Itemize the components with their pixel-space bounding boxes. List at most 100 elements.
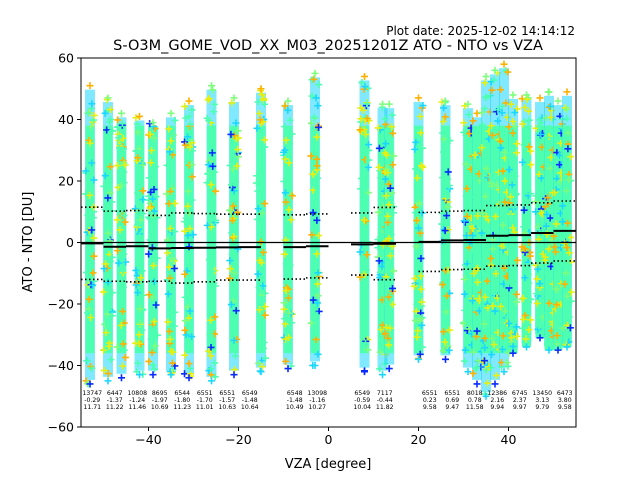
data-point [232, 178, 240, 186]
data-point [511, 122, 519, 130]
data-point [164, 249, 172, 257]
data-point [145, 250, 153, 258]
stat-std: 10.49 [286, 404, 304, 411]
data-point [551, 204, 559, 212]
data-point [487, 173, 495, 181]
stat-mean: -1.48 [242, 397, 258, 404]
data-point [441, 113, 449, 121]
y-tick-label: 0 [66, 235, 74, 250]
data-point [512, 323, 520, 331]
data-point [288, 192, 296, 200]
data-point [149, 361, 157, 369]
data-point [363, 100, 371, 108]
data-point [134, 128, 142, 136]
data-point-min [379, 371, 386, 379]
data-point [470, 348, 478, 356]
data-point-max [86, 82, 94, 90]
data-point [149, 195, 157, 203]
stats-annotations: 13747-0.2911.716447-1.3711.2210808-1.241… [82, 390, 572, 411]
data-point [357, 115, 365, 123]
data-point [185, 243, 193, 251]
data-point [481, 293, 489, 301]
data-point [228, 217, 236, 225]
data-point [285, 206, 293, 214]
data-point-max [500, 60, 508, 68]
y-axis-label: ATO - NTO [DU] [21, 192, 36, 293]
stat-mean: -1.37 [107, 397, 123, 404]
data-point [88, 100, 96, 108]
data-point [282, 357, 290, 365]
data-point [210, 100, 218, 108]
data-point [509, 252, 517, 260]
data-point [139, 161, 147, 169]
data-point [553, 175, 561, 183]
data-point [519, 315, 527, 323]
data-point-max [185, 97, 193, 105]
data-point [525, 279, 533, 287]
data-point [446, 326, 454, 334]
data-point [490, 341, 498, 349]
data-point [258, 209, 266, 217]
data-point [211, 359, 219, 367]
data-point [441, 338, 449, 346]
data-point [135, 176, 143, 184]
data-point [135, 331, 143, 339]
data-point [121, 218, 129, 226]
stat-std: 9.58 [558, 404, 572, 411]
data-point [184, 202, 192, 210]
data-point [469, 117, 477, 125]
stat-count: 12386 [487, 390, 507, 397]
data-point [466, 263, 474, 271]
stat-std: 11.82 [376, 404, 394, 411]
data-point [287, 216, 295, 224]
data-point [184, 170, 192, 178]
data-point [481, 334, 489, 342]
chart-title: S-O3M_GOME_VOD_XX_M03_20251201Z ATO - NT… [113, 38, 543, 54]
data-point [119, 283, 127, 291]
data-point [313, 155, 321, 163]
stat-count: 6551 [444, 390, 460, 397]
data-point [500, 264, 508, 272]
data-point [286, 140, 294, 148]
data-point [385, 180, 393, 188]
stat-std: 11.71 [83, 404, 101, 411]
data-column [100, 94, 116, 385]
data-point [546, 214, 554, 222]
data-point [169, 348, 177, 356]
data-point [108, 289, 116, 297]
stat-mean: -0.44 [377, 397, 393, 404]
data-point [377, 332, 385, 340]
data-point [106, 106, 114, 114]
data-point [150, 262, 158, 270]
column-core [414, 125, 423, 354]
data-point [562, 187, 570, 195]
data-point [513, 140, 521, 148]
column-core [184, 125, 194, 354]
data-point [118, 119, 126, 127]
data-point [119, 266, 127, 274]
data-point [465, 325, 473, 333]
stat-count: 8695 [152, 390, 168, 397]
data-column [505, 91, 521, 357]
data-point [139, 196, 147, 204]
data-point [115, 259, 123, 267]
stat-std: 10.69 [151, 404, 169, 411]
data-point-min [230, 371, 238, 379]
column-core [499, 125, 509, 354]
data-point [521, 104, 529, 111]
data-point [228, 99, 236, 107]
data-point [480, 320, 488, 328]
data-point [542, 222, 550, 230]
data-point [546, 102, 554, 110]
data-point [480, 357, 488, 365]
data-point [364, 163, 372, 171]
data-point [560, 124, 568, 132]
data-point [383, 165, 391, 173]
data-point-max [284, 97, 292, 105]
data-point [256, 116, 264, 124]
data-point [234, 145, 242, 153]
data-point [567, 288, 575, 296]
